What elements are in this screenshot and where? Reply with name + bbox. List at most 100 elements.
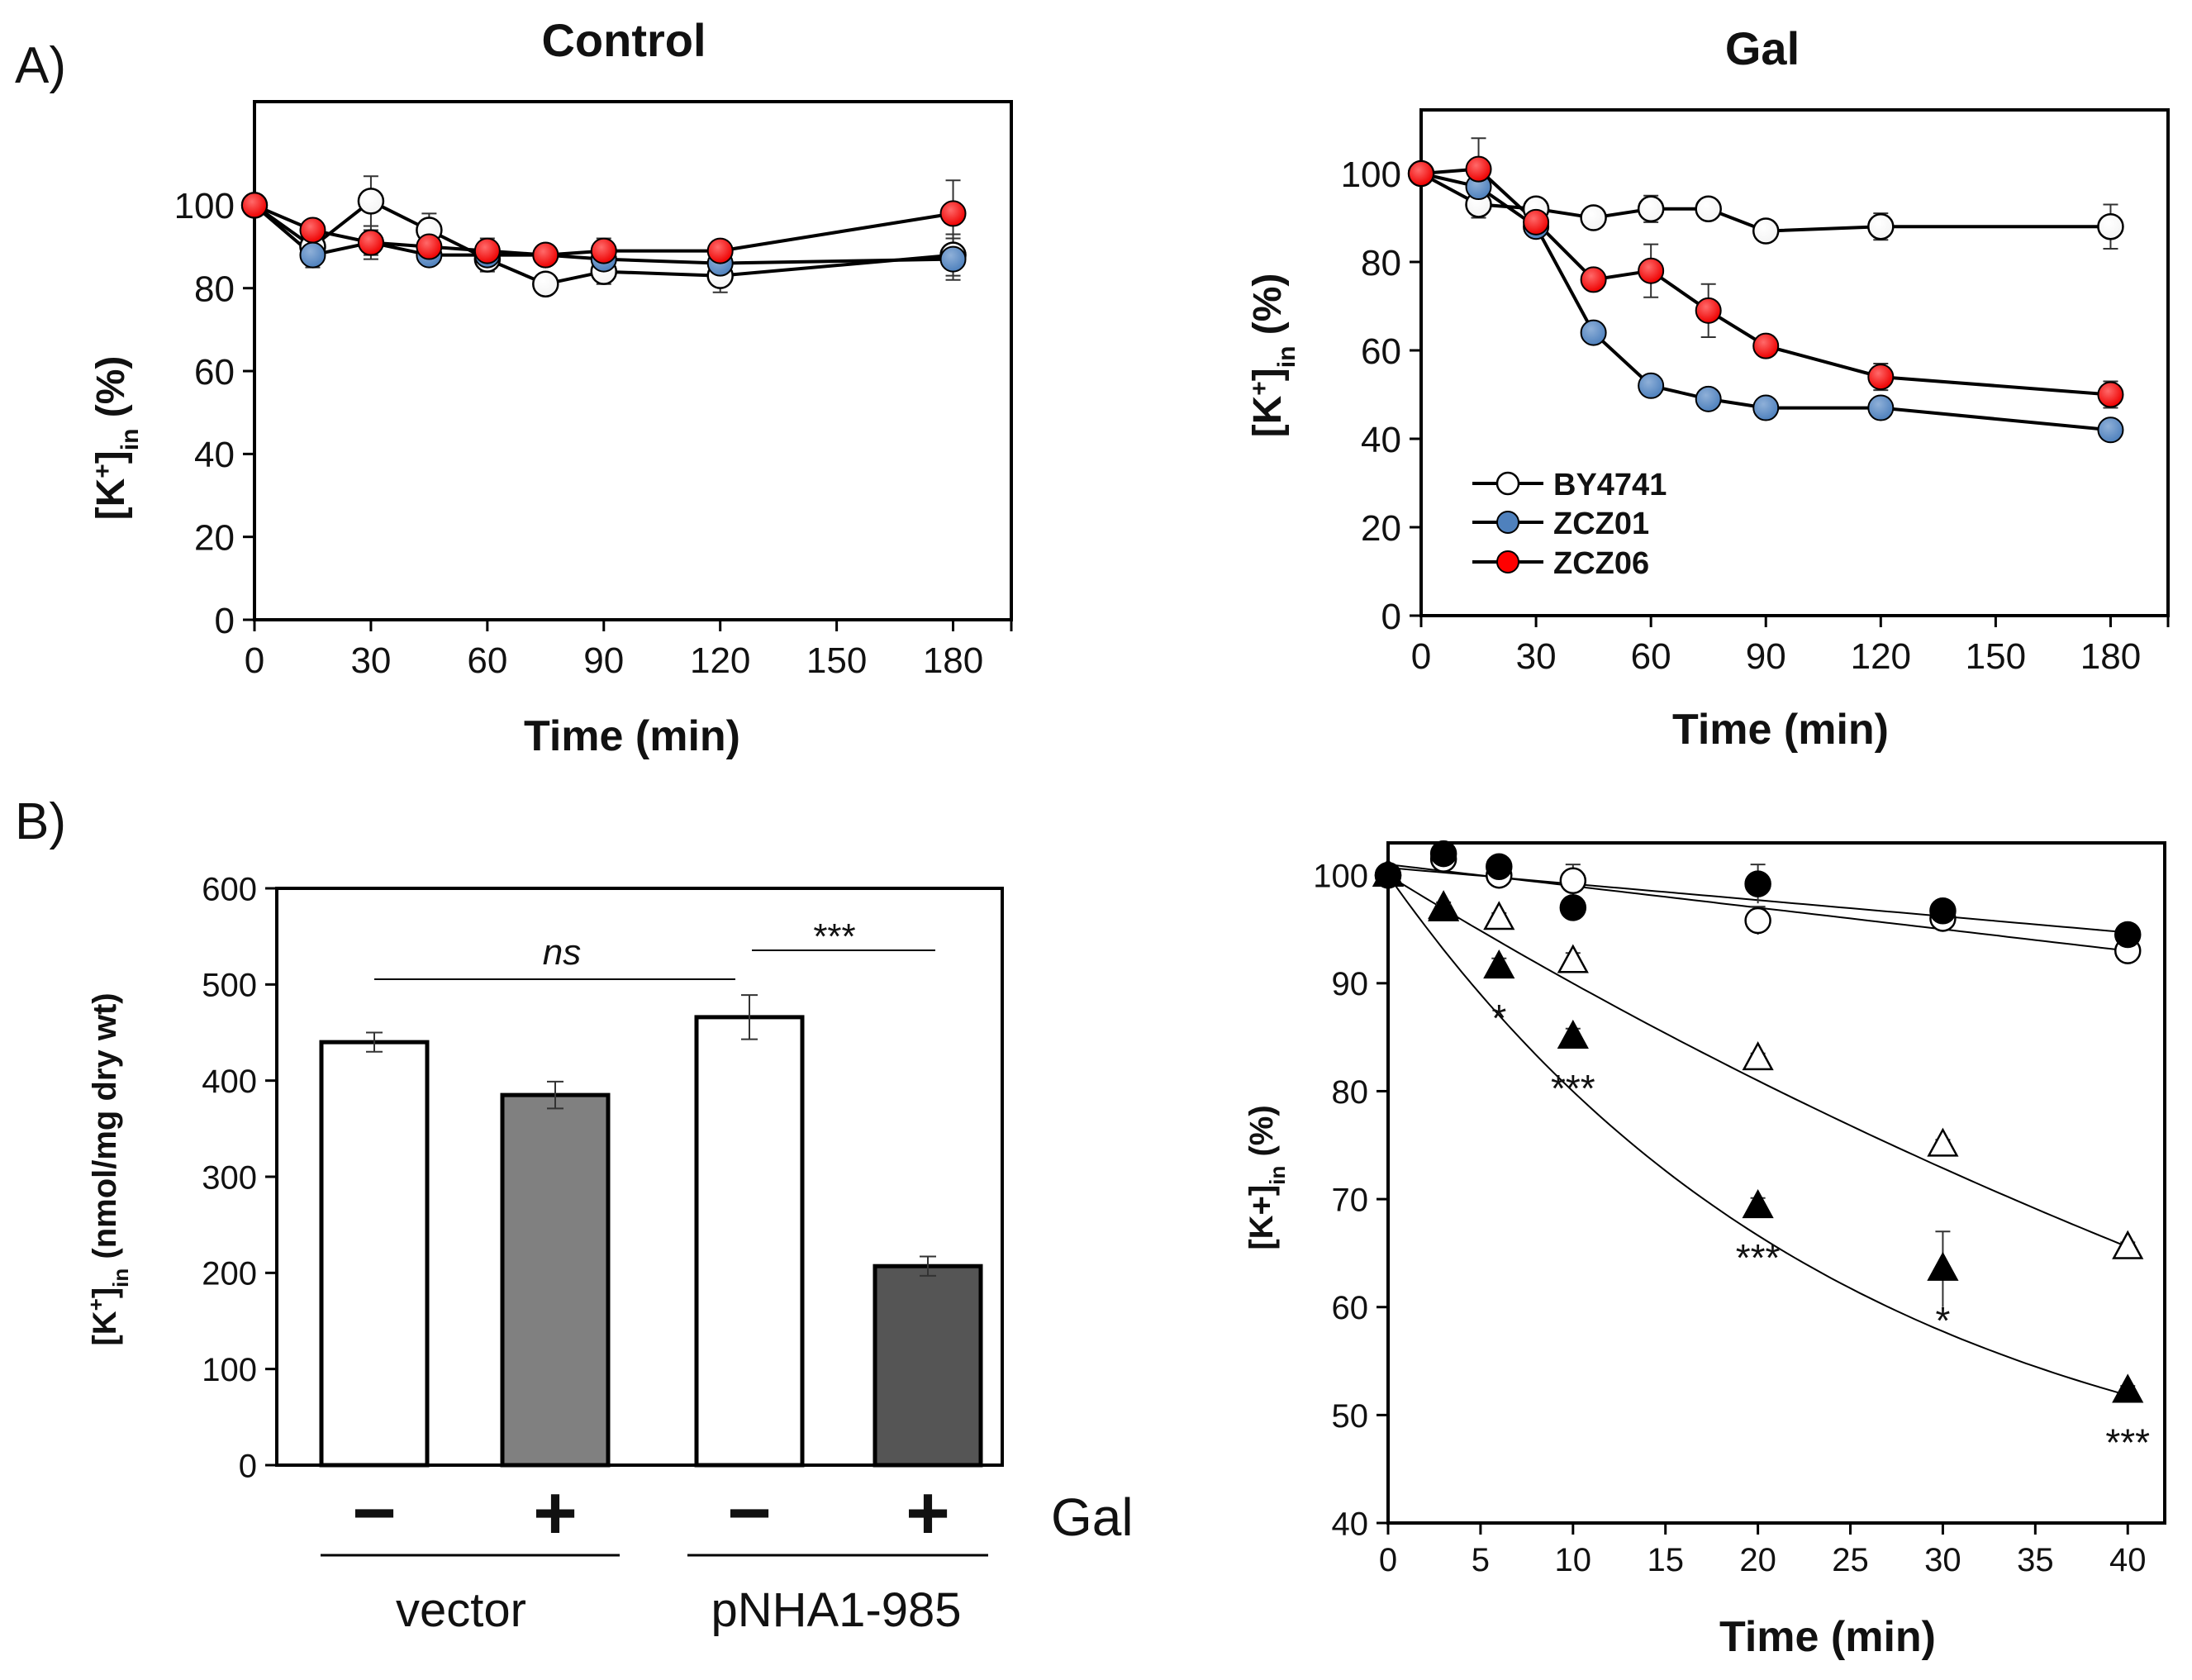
y-tick-label: 40: [1332, 1506, 1369, 1542]
symbol-vector-minus: −: [352, 1471, 397, 1555]
x-tick-label: 120: [1851, 636, 1911, 677]
panel-label-b: B): [15, 793, 66, 850]
legend-marker-zcz01: [1496, 511, 1519, 534]
data-point-filled-circle: [1559, 894, 1587, 921]
legend-marker-zcz06: [1496, 550, 1519, 573]
y-tick-label: 600: [202, 871, 257, 907]
x-tick-label: 90: [583, 640, 624, 681]
data-point-zcz06: [241, 192, 268, 219]
bar-significance: ns ***: [374, 916, 935, 980]
significance-star: *: [1491, 997, 1506, 1040]
data-point-by4741: [357, 188, 385, 215]
data-point-by4741: [532, 270, 559, 297]
control-chart: Control [K+]in (%) Time (min) 0 20 40 60 80 1…: [89, 14, 1013, 760]
y-tick-label: 90: [1332, 966, 1369, 1002]
control-data: [240, 175, 967, 297]
data-point-zcz06: [1408, 160, 1434, 187]
legend-label-zcz06: ZCZ06: [1553, 546, 1649, 581]
legend-label-zcz01: ZCZ01: [1553, 507, 1649, 541]
x-tick-label: 60: [467, 640, 507, 681]
gal-treatment-label: Gal: [1051, 1487, 1134, 1547]
bar-y-label: [K+]in (nmol/mg dry wt): [83, 992, 133, 1345]
y-tick-label: 40: [1361, 420, 1401, 460]
data-point-zcz06: [2097, 381, 2124, 408]
data-point-zcz06: [1523, 208, 1550, 236]
data-point-zcz06: [473, 237, 501, 264]
symbol-vector-plus: +: [533, 1471, 578, 1555]
data-point-zcz01: [1638, 372, 1665, 399]
data-point-zcz06: [357, 229, 384, 256]
x-tick-label: 60: [1631, 636, 1671, 677]
y-tick-label: 100: [174, 186, 235, 226]
timecourse-chart: [K+]in (%) Time (min) 40 50 60 70 80 90 100 0 5 1…: [1243, 840, 2166, 1661]
data-point-filled-triangle: [1742, 1189, 1774, 1219]
bar: [694, 1015, 805, 1468]
data-point-zcz01: [1752, 394, 1780, 421]
three-star-label: ***: [813, 916, 855, 957]
gal-y-label: [K+]in (%): [1246, 274, 1300, 438]
y-tick-label: 20: [194, 518, 235, 559]
control-axes: 0 20 40 60 80 100 0 30 60 90 120 150 180: [174, 100, 1013, 681]
y-tick-label: 100: [1341, 155, 1401, 195]
gal-chart-title: Gal: [1725, 22, 1800, 74]
significance-star: ***: [2105, 1421, 2150, 1464]
data-point-open-triangle: [1742, 1041, 1774, 1071]
fit-curve-4: [1387, 874, 2128, 1397]
symbol-pnha1-minus: −: [727, 1471, 772, 1555]
data-point-zcz06: [299, 217, 326, 244]
data-point-zcz01: [1580, 319, 1607, 346]
timecourse-data: ***********: [1372, 840, 2150, 1464]
vector-group-label: vector: [396, 1583, 526, 1637]
x-tick-label: 90: [1746, 636, 1786, 677]
data-point-by4741: [1580, 204, 1607, 231]
significance-star: ***: [1736, 1236, 1781, 1279]
y-tick-label: 40: [194, 435, 235, 475]
y-tick-label: 80: [1332, 1074, 1369, 1111]
x-tick-label: 25: [1832, 1542, 1869, 1578]
control-y-label: [K+]in (%): [89, 356, 144, 521]
x-tick-label: 150: [806, 640, 867, 681]
data-point-zcz06: [590, 237, 617, 264]
treatment-symbols: − + − + Gal: [352, 1471, 1133, 1555]
legend-marker-by4741: [1495, 471, 1520, 496]
y-tick-label: 80: [194, 269, 235, 310]
plot-frame: [1386, 841, 2166, 1525]
data-point-zcz01: [1867, 394, 1895, 421]
data-point-zcz06: [416, 233, 443, 260]
ns-label: ns: [543, 932, 581, 973]
data-point-filled-triangle: [2112, 1373, 2144, 1403]
control-x-label: Time (min): [524, 712, 740, 760]
data-point-open-triangle: [1927, 1127, 1959, 1157]
y-tick-label: 60: [1332, 1290, 1369, 1326]
data-point-by4741: [1752, 217, 1780, 245]
gal-x-label: Time (min): [1672, 706, 1889, 754]
pnha1-group-label: pNHA1-985: [711, 1583, 961, 1637]
data-point-filled-circle: [2114, 921, 2142, 949]
y-tick-label: 0: [215, 601, 235, 641]
significance-star: ***: [1551, 1067, 1595, 1110]
y-tick-label: 100: [202, 1352, 257, 1388]
data-point-filled-triangle: [1428, 892, 1460, 921]
x-tick-label: 30: [1924, 1542, 1961, 1578]
y-tick-label: 0: [239, 1448, 257, 1484]
data-point-open-triangle: [1557, 944, 1589, 973]
data-point-filled-circle: [1486, 853, 1513, 880]
data-point-filled-circle: [1429, 840, 1457, 868]
y-tick-label: 60: [1361, 331, 1401, 372]
timecourse-x-label: Time (min): [1719, 1613, 1936, 1661]
bar-data: [319, 994, 983, 1468]
x-tick-label: 0: [1379, 1542, 1397, 1578]
symbol-pnha1-plus: +: [906, 1471, 950, 1555]
bar-chart: [K+]in (nmol/mg dry wt) 0 100 200 300 400 500…: [83, 871, 1134, 1637]
data-point-open-triangle: [2112, 1230, 2144, 1259]
x-tick-label: 0: [1411, 636, 1431, 677]
x-tick-label: 30: [350, 640, 391, 681]
x-tick-label: 150: [1966, 636, 2026, 677]
bar: [319, 1040, 430, 1468]
data-point-zcz01: [299, 241, 326, 269]
x-tick-label: 0: [245, 640, 264, 681]
data-point-zcz06: [1638, 257, 1665, 284]
bar: [873, 1264, 983, 1468]
timecourse-y-label: [K+]in (%): [1243, 1105, 1290, 1249]
